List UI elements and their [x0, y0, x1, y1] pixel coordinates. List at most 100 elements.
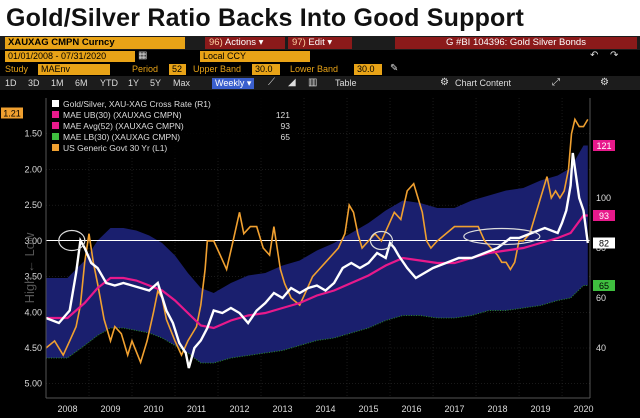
function-title: G #BI 104396: Gold Silver Bonds: [395, 37, 637, 49]
chart-svg: 1.502.002.503.003.504.004.505.0010080604…: [1, 98, 615, 414]
support-circle-2016: [369, 230, 394, 251]
currency-field[interactable]: Local CCY: [200, 51, 310, 62]
toolbar-top: XAUXAG CMPN Curncy 96) Actions ▾ 97) Edi…: [0, 36, 640, 50]
left-tick-label-3: 3.00: [24, 236, 42, 246]
lower-band-field[interactable]: 30.0: [354, 64, 382, 75]
chart-content-button[interactable]: Chart Content: [455, 78, 512, 88]
date-range-field[interactable]: 01/01/2008 - 07/31/2020: [5, 51, 135, 62]
gold-silver-ratio-line: [45, 152, 589, 369]
legend-swatch-4: [52, 144, 59, 151]
frequency-dropdown[interactable]: Weekly ▾: [212, 78, 255, 89]
toolbar-ranges: 1D 3D 1M 6M YTD 1Y 5Y Max Weekly ▾ ⟋ ◢ ▥…: [0, 76, 640, 90]
redo-icon[interactable]: ↷: [610, 50, 619, 61]
x-tick-label-2012: 2012: [230, 404, 250, 414]
actions-label: Actions ▾: [224, 37, 264, 48]
undo-icon[interactable]: ↶: [590, 50, 599, 61]
left-tick-label-1: 2.00: [24, 164, 42, 174]
range-tab-ytd[interactable]: YTD: [100, 78, 118, 88]
area-chart-icon[interactable]: ◢: [288, 77, 296, 88]
legend-label-3: MAE LB(30) (XAUXAG CMPN): [63, 132, 180, 142]
edit-menu[interactable]: 97) Edit ▾: [288, 37, 352, 49]
value-tag-mae_lb: 65: [599, 281, 609, 291]
x-tick-label-2016: 2016: [402, 404, 422, 414]
x-tick-label-2010: 2010: [143, 404, 163, 414]
left-tick-label-4: 3.50: [24, 272, 42, 282]
edit-num: 97): [292, 37, 306, 48]
legend-label-0: Gold/Silver, XAU-XAG Cross Rate (R1): [63, 99, 211, 109]
right-tick-label-2: 60: [596, 293, 606, 303]
period-field[interactable]: 52: [169, 64, 186, 75]
study-field[interactable]: MAEnv: [38, 64, 110, 75]
lower-band-label: Lower Band: [290, 64, 339, 74]
upper-band-label: Upper Band: [193, 64, 242, 74]
left-tick-label-7: 5.00: [24, 379, 42, 389]
table-button[interactable]: Table: [335, 78, 357, 88]
toolbar-dates: 01/01/2008 - 07/31/2020 ▦ Local CCY ↶ ↷: [0, 50, 640, 63]
right-tick-label-0: 100: [596, 193, 611, 203]
value-tag-bg-ratio: [593, 237, 615, 249]
value-tag-ratio: 82: [599, 239, 609, 249]
headline: Gold/Silver Ratio Backs Into Good Suppor…: [6, 4, 524, 32]
x-tick-label-2019: 2019: [531, 404, 551, 414]
chart-content-icon[interactable]: ⚙: [440, 77, 449, 88]
legend-label-2: MAE Avg(52) (XAUXAG CMPN): [63, 121, 184, 131]
mae-avg-line: [46, 214, 588, 330]
value-tag-mae_ub: 121: [596, 141, 611, 151]
legend-value-2: 93: [281, 121, 291, 131]
x-tick-label-2011: 2011: [187, 404, 206, 414]
value-tag-bg-mae_ub: [593, 140, 615, 151]
x-tick-label-2015: 2015: [359, 404, 379, 414]
legend-background: [48, 98, 298, 158]
legend-value-1: 121: [276, 110, 290, 120]
x-tick-label-2009: 2009: [100, 404, 120, 414]
legend-label-4: US Generic Govt 30 Yr (L1): [63, 143, 167, 153]
value-tag-mae_avg: 93: [599, 211, 609, 221]
support-circle-2018: [463, 227, 541, 246]
support-circle-2008: [58, 229, 86, 252]
value-tag-bg-mae_avg: [593, 210, 615, 221]
line-chart-icon[interactable]: ⟋: [268, 77, 275, 88]
pencil-icon[interactable]: ✎: [390, 63, 399, 74]
settings-icon[interactable]: ⚙: [600, 77, 609, 88]
legend-label-1: MAE UB(30) (XAUXAG CMPN): [63, 110, 182, 120]
x-tick-label-2020: 2020: [574, 404, 594, 414]
range-tab-1m[interactable]: 1M: [51, 78, 64, 88]
chart-area: 1.502.002.503.003.504.004.505.0010080604…: [0, 90, 640, 418]
ticker-field[interactable]: XAUXAG CMPN Curncy: [5, 37, 185, 49]
expand-icon[interactable]: ⤢: [552, 77, 560, 88]
left-tick-label-6: 4.50: [24, 343, 42, 353]
mae-lb-line: [46, 285, 588, 364]
range-tab-5y[interactable]: 5Y: [150, 78, 162, 88]
left-tick-label-2: 2.50: [24, 200, 42, 210]
value-tag-bg-mae_lb: [593, 280, 615, 291]
x-tick-label-2014: 2014: [316, 404, 336, 414]
upper-band-field[interactable]: 30.0: [252, 64, 280, 75]
x-tick-label-2017: 2017: [445, 404, 465, 414]
range-tab-3d[interactable]: 3D: [28, 78, 40, 88]
period-label: Period: [132, 64, 159, 74]
range-tab-6m[interactable]: 6M: [75, 78, 88, 88]
edit-label: Edit ▾: [308, 37, 333, 48]
left-tick-label-5: 4.00: [24, 307, 42, 317]
x-tick-label-2008: 2008: [57, 404, 77, 414]
legend-swatch-0: [52, 100, 59, 107]
x-tick-label-2013: 2013: [273, 404, 293, 414]
left-tick-label-0: 1.50: [24, 129, 42, 139]
range-tab-1y[interactable]: 1Y: [128, 78, 140, 88]
actions-menu[interactable]: 96) Actions ▾: [205, 37, 285, 49]
right-tick-label-3: 40: [596, 343, 606, 353]
left-axis-label: High ← Low: [22, 232, 37, 303]
legend: Gold/Silver, XAU-XAG Cross Rate (R1)MAE …: [48, 98, 298, 158]
study-label: Study: [5, 64, 29, 74]
x-tick-label-2018: 2018: [488, 404, 508, 414]
bar-chart-icon[interactable]: ▥: [308, 77, 318, 88]
bloomberg-terminal: XAUXAG CMPN Curncy 96) Actions ▾ 97) Edi…: [0, 36, 640, 418]
value-tag-bg-bond: [1, 107, 23, 119]
legend-swatch-3: [52, 133, 59, 140]
toolbar-study: Study MAEnv Period 52 Upper Band 30.0 Lo…: [0, 63, 640, 76]
range-tab-1d[interactable]: 1D: [5, 78, 17, 88]
range-tab-max[interactable]: Max: [173, 78, 191, 88]
calendar-icon[interactable]: ▦: [138, 50, 148, 61]
legend-swatch-2: [52, 122, 59, 129]
actions-num: 96): [209, 37, 223, 48]
